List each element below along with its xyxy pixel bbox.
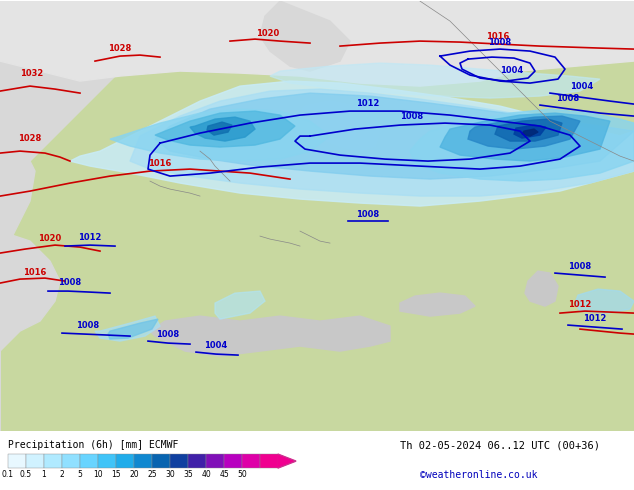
Text: 1012: 1012 xyxy=(568,300,592,309)
Text: 1008: 1008 xyxy=(58,278,82,287)
Text: 1032: 1032 xyxy=(20,69,43,78)
Text: 35: 35 xyxy=(183,470,193,479)
Text: 1004: 1004 xyxy=(204,341,228,350)
Polygon shape xyxy=(110,109,330,161)
Polygon shape xyxy=(207,122,232,135)
Polygon shape xyxy=(0,131,35,431)
Text: 1008: 1008 xyxy=(569,262,592,271)
Text: 1020: 1020 xyxy=(39,234,61,243)
Text: 5: 5 xyxy=(77,470,82,479)
Polygon shape xyxy=(0,1,634,41)
Text: 1004: 1004 xyxy=(570,82,593,91)
Polygon shape xyxy=(400,293,475,316)
Text: 15: 15 xyxy=(111,470,121,479)
Bar xyxy=(26,454,44,468)
Polygon shape xyxy=(0,1,130,181)
Polygon shape xyxy=(0,1,634,86)
Bar xyxy=(260,454,278,468)
Text: 1028: 1028 xyxy=(108,44,132,53)
Bar xyxy=(206,454,224,468)
Bar xyxy=(98,454,116,468)
Polygon shape xyxy=(130,89,634,196)
Text: 1016: 1016 xyxy=(148,159,172,168)
Text: 1016: 1016 xyxy=(23,268,47,277)
Text: 1012: 1012 xyxy=(79,233,101,242)
Text: 0.1: 0.1 xyxy=(2,470,14,479)
Bar xyxy=(152,454,170,468)
Polygon shape xyxy=(575,289,634,313)
Bar xyxy=(242,454,260,468)
Text: 40: 40 xyxy=(201,470,211,479)
Polygon shape xyxy=(410,109,634,181)
Text: 20: 20 xyxy=(129,470,139,479)
Text: 1016: 1016 xyxy=(486,32,510,41)
Polygon shape xyxy=(260,1,350,71)
Polygon shape xyxy=(150,316,390,356)
Bar xyxy=(134,454,152,468)
Polygon shape xyxy=(522,129,538,136)
Text: Th 02-05-2024 06..12 UTC (00+36): Th 02-05-2024 06..12 UTC (00+36) xyxy=(400,440,600,450)
Text: 30: 30 xyxy=(165,470,175,479)
Polygon shape xyxy=(468,116,580,149)
Text: 1: 1 xyxy=(42,470,46,479)
Text: 50: 50 xyxy=(237,470,247,479)
Bar xyxy=(116,454,134,468)
Polygon shape xyxy=(190,117,255,141)
Text: 1008: 1008 xyxy=(77,321,100,330)
Text: 45: 45 xyxy=(219,470,229,479)
Bar xyxy=(80,454,98,468)
Bar xyxy=(8,454,26,468)
Text: 1012: 1012 xyxy=(356,99,380,108)
Polygon shape xyxy=(525,271,558,306)
Text: 10: 10 xyxy=(93,470,103,479)
Text: 1008: 1008 xyxy=(401,112,424,121)
Text: 1008: 1008 xyxy=(157,330,179,339)
Bar xyxy=(224,454,242,468)
Text: Precipitation (6h) [mm] ECMWF: Precipitation (6h) [mm] ECMWF xyxy=(8,440,178,450)
Polygon shape xyxy=(0,1,634,431)
Text: 1004: 1004 xyxy=(500,66,524,75)
Bar xyxy=(188,454,206,468)
Text: 0.5: 0.5 xyxy=(20,470,32,479)
Polygon shape xyxy=(70,81,634,206)
Text: 1008: 1008 xyxy=(356,210,380,219)
Text: 2: 2 xyxy=(60,470,65,479)
Polygon shape xyxy=(270,63,600,98)
Bar xyxy=(62,454,80,468)
Polygon shape xyxy=(278,454,296,468)
Text: ©weatheronline.co.uk: ©weatheronline.co.uk xyxy=(420,470,538,480)
Bar xyxy=(170,454,188,468)
Text: 1012: 1012 xyxy=(583,314,607,323)
Polygon shape xyxy=(215,291,265,319)
Text: 1008: 1008 xyxy=(556,94,579,103)
Polygon shape xyxy=(295,101,380,151)
Text: 1028: 1028 xyxy=(18,134,41,143)
Polygon shape xyxy=(95,316,160,341)
Bar xyxy=(44,454,62,468)
Text: 25: 25 xyxy=(147,470,157,479)
Polygon shape xyxy=(0,1,60,351)
Polygon shape xyxy=(495,119,562,141)
Polygon shape xyxy=(514,125,546,138)
Polygon shape xyxy=(0,1,634,51)
Polygon shape xyxy=(108,319,158,339)
Polygon shape xyxy=(155,93,634,179)
Text: 1020: 1020 xyxy=(256,29,280,38)
Text: 1008: 1008 xyxy=(488,38,512,47)
Polygon shape xyxy=(440,113,610,161)
Polygon shape xyxy=(155,111,295,147)
